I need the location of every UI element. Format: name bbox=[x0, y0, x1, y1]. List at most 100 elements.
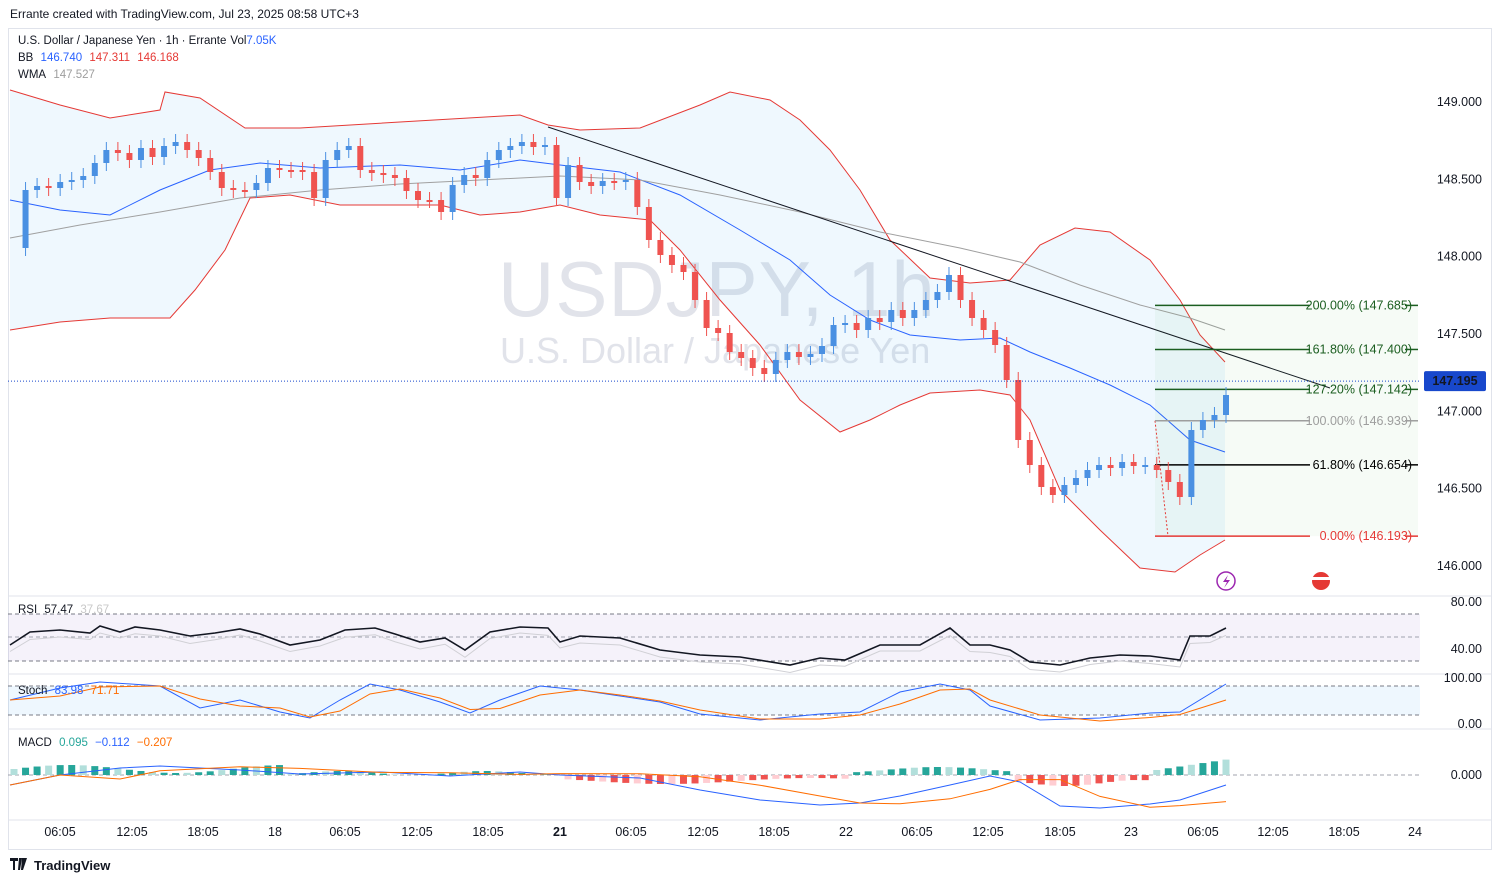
bb-legend[interactable]: BB 146.740 147.311 146.168 bbox=[18, 52, 183, 64]
macd-hist-bar-12 bbox=[149, 772, 157, 775]
us-flag-stripe-icon bbox=[1312, 577, 1330, 580]
candle-body-49 bbox=[576, 165, 583, 182]
candle-body-28 bbox=[334, 150, 341, 160]
macd-hist-bar-92 bbox=[1072, 775, 1080, 786]
macd-hist-bar-51 bbox=[599, 775, 607, 782]
macd-hist-bar-103 bbox=[1199, 763, 1207, 775]
candle-body-18 bbox=[218, 172, 225, 188]
macd-hist-bar-66 bbox=[772, 775, 780, 779]
time-axis-label-7: 21 bbox=[553, 825, 567, 839]
macd-hist-bar-95 bbox=[1107, 775, 1115, 782]
macd-hist-bar-5 bbox=[68, 765, 76, 775]
time-axis-label-18: 18:05 bbox=[1328, 825, 1359, 839]
legend-title[interactable]: U.S. Dollar / Japanese Yen · 1h · Errant… bbox=[18, 35, 227, 47]
macd-hist-bar-24 bbox=[287, 774, 295, 775]
candle-body-63 bbox=[738, 352, 745, 358]
time-axis-label-13: 12:05 bbox=[972, 825, 1003, 839]
candle-body-6 bbox=[80, 176, 87, 180]
macd-hist-bar-49 bbox=[576, 775, 584, 781]
macd-hist-value: 0.095 bbox=[59, 737, 88, 749]
stoch-axis-label-0: 100.00 bbox=[1444, 671, 1482, 685]
macd-legend[interactable]: MACD 0.095 −0.112 −0.207 bbox=[18, 737, 176, 749]
macd-hist-bar-82 bbox=[957, 767, 965, 775]
macd-signal-value: −0.207 bbox=[136, 737, 173, 749]
candle-body-38 bbox=[449, 185, 456, 212]
current-price-badge bbox=[1424, 371, 1486, 392]
tradingview-brand[interactable]: TradingView bbox=[10, 858, 110, 873]
candle-body-10 bbox=[126, 153, 133, 160]
fib-anchor-line bbox=[1154, 420, 1169, 537]
time-axis-label-10: 18:05 bbox=[758, 825, 789, 839]
rsi-legend[interactable]: RSI 57.47 37.67 bbox=[18, 604, 113, 616]
macd-hist-bar-83 bbox=[968, 768, 976, 775]
candle-body-8 bbox=[103, 150, 110, 163]
price-axis-label-4: 147.000 bbox=[1437, 404, 1482, 418]
macd-hist-bar-74 bbox=[864, 771, 872, 775]
macd-hist-bar-31 bbox=[368, 772, 376, 775]
candle-body-25 bbox=[299, 170, 306, 172]
candle-body-58 bbox=[680, 265, 687, 272]
macd-hist-bar-87 bbox=[1014, 775, 1022, 782]
candle-body-104 bbox=[1211, 415, 1218, 420]
price-axis-label-5: 146.500 bbox=[1437, 482, 1482, 496]
macd-hist-bar-33 bbox=[391, 774, 399, 775]
wma-legend[interactable]: WMA 147.527 bbox=[18, 69, 99, 81]
candle-body-4 bbox=[57, 182, 64, 188]
candle-body-36 bbox=[426, 200, 433, 202]
candle-body-30 bbox=[357, 146, 364, 170]
macd-hist-bar-13 bbox=[160, 772, 168, 775]
macd-hist-bar-104 bbox=[1210, 761, 1218, 775]
macd-hist-bar-22 bbox=[264, 765, 272, 775]
candle-body-23 bbox=[276, 168, 283, 170]
macd-hist-bar-1 bbox=[22, 767, 30, 775]
watermark-symbol: USDJPY, 1h bbox=[498, 244, 936, 335]
macd-hist-bar-18 bbox=[218, 770, 226, 775]
chart-frame bbox=[8, 28, 1492, 850]
macd-hist-bar-30 bbox=[356, 771, 364, 775]
fib-level-label-3: 100.00% (146.939) bbox=[1306, 414, 1412, 428]
candle-body-37 bbox=[438, 200, 445, 212]
candle-body-42 bbox=[495, 150, 502, 160]
candle-body-31 bbox=[368, 170, 375, 173]
main-legend[interactable]: U.S. Dollar / Japanese Yen · 1h · Errant… bbox=[18, 35, 280, 47]
candle-body-14 bbox=[172, 142, 179, 146]
candle-body-105 bbox=[1223, 395, 1229, 415]
macd-hist-bar-71 bbox=[830, 775, 838, 779]
macd-hist-bar-14 bbox=[172, 772, 180, 775]
candle-body-82 bbox=[957, 275, 964, 300]
macd-hist-bar-41 bbox=[483, 771, 491, 775]
candle-body-80 bbox=[934, 292, 941, 300]
fib-level-label-1: 161.80% (147.400) bbox=[1306, 342, 1412, 356]
macd-hist-bar-23 bbox=[275, 765, 283, 775]
candle-body-72 bbox=[842, 323, 849, 325]
candle-body-24 bbox=[288, 170, 295, 172]
candle-body-45 bbox=[530, 142, 537, 147]
macd-hist-bar-79 bbox=[922, 767, 930, 775]
time-axis-label-19: 24 bbox=[1408, 825, 1422, 839]
macd-hist-bar-90 bbox=[1049, 775, 1057, 786]
time-axis-label-3: 18 bbox=[268, 825, 282, 839]
macd-hist-bar-65 bbox=[760, 775, 768, 780]
time-axis-label-17: 12:05 bbox=[1257, 825, 1288, 839]
price-axis-label-2: 148.000 bbox=[1437, 250, 1482, 264]
candle-body-76 bbox=[888, 310, 895, 322]
candle-body-21 bbox=[253, 183, 260, 190]
stoch-legend[interactable]: Stoch 83.98 71.71 bbox=[18, 685, 123, 697]
time-axis-label-5: 12:05 bbox=[401, 825, 432, 839]
rsi-label: RSI bbox=[18, 604, 38, 616]
candle-body-89 bbox=[1038, 465, 1045, 487]
macd-hist-bar-43 bbox=[506, 772, 514, 775]
candle-body-2 bbox=[34, 186, 41, 190]
macd-hist-bar-19 bbox=[229, 768, 237, 775]
macd-axis-label-0: 0.000 bbox=[1451, 768, 1482, 782]
price-axis-label-0: 149.000 bbox=[1437, 95, 1482, 109]
bollinger-lower-line bbox=[9, 194, 1226, 573]
macd-hist-bar-94 bbox=[1095, 775, 1103, 784]
current-price-label: 147.195 bbox=[1432, 374, 1477, 388]
price-axis-label-6: 146.000 bbox=[1437, 559, 1482, 573]
candle-body-43 bbox=[507, 146, 514, 150]
rsi-value: 57.47 bbox=[44, 604, 74, 616]
tradingview-label: TradingView bbox=[34, 858, 111, 873]
tradingview-logo-icon bbox=[10, 858, 30, 873]
